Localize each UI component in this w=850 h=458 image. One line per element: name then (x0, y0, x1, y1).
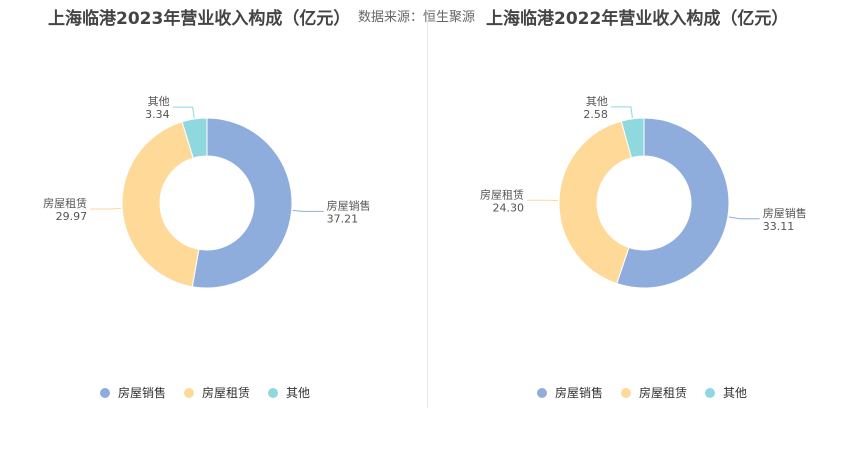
legend-label-sales: 房屋销售 (555, 386, 604, 400)
donut-slice-sales[interactable] (616, 117, 730, 289)
legend-2023: 房屋销售 房屋租赁 其他 (100, 384, 310, 401)
legend-marker-other (705, 387, 716, 398)
panel-divider (427, 20, 428, 408)
chart-title-2023: 上海临港2023年营业收入构成（亿元） (48, 9, 351, 29)
legend-item-rental[interactable]: 房屋租赁 (621, 384, 687, 401)
donut-slice-other[interactable] (620, 117, 645, 159)
donut-slice-rental[interactable] (558, 120, 633, 285)
slice-label-other: 其他 (148, 95, 170, 108)
legend-item-sales[interactable]: 房屋销售 (537, 384, 603, 401)
legend-marker-rental (184, 387, 195, 398)
leader-line-other (172, 106, 195, 119)
legend-marker-sales (537, 387, 547, 398)
slice-label-rental: 房屋租赁 (43, 196, 87, 210)
leader-line-sales (728, 216, 760, 220)
legend-label-other: 其他 (286, 386, 311, 400)
donut-slice-sales[interactable] (191, 117, 293, 289)
slice-value-other: 2.58 (583, 108, 608, 121)
legend-item-rental[interactable]: 房屋租赁 (184, 384, 250, 401)
legend-marker-rental (621, 387, 632, 398)
legend-2022: 房屋销售 房屋租赁 其他 (537, 384, 747, 401)
slice-value-rental: 29.97 (56, 210, 88, 223)
legend-item-other[interactable]: 其他 (268, 384, 310, 401)
legend-marker-other (268, 387, 279, 398)
legend-label-other: 其他 (723, 386, 748, 400)
slice-label-sales: 房屋销售 (763, 206, 807, 220)
slice-value-sales: 33.11 (763, 220, 795, 233)
legend-item-sales[interactable]: 房屋销售 (100, 384, 166, 401)
donut-slice-rental[interactable] (121, 121, 200, 288)
legend-item-other[interactable]: 其他 (705, 384, 747, 401)
data-source-note: 数据来源：恒生聚源 (358, 10, 476, 25)
leader-line-other (610, 106, 633, 118)
donut-slice-other[interactable] (181, 117, 208, 159)
leader-line-sales (292, 209, 324, 212)
legend-marker-sales (100, 387, 110, 398)
slice-value-sales: 37.21 (327, 212, 359, 225)
legend-label-rental: 房屋租赁 (639, 386, 688, 400)
slice-label-other: 其他 (586, 95, 608, 108)
slice-value-other: 3.34 (145, 108, 170, 121)
chart-title-2022: 上海临港2022年营业收入构成（亿元） (486, 9, 789, 29)
legend-label-sales: 房屋销售 (118, 386, 167, 400)
leader-line-rental (90, 207, 122, 210)
slice-value-rental: 24.30 (493, 201, 525, 214)
slice-label-sales: 房屋销售 (327, 198, 371, 212)
legend-label-rental: 房屋租赁 (202, 386, 251, 400)
slice-label-rental: 房屋租赁 (480, 187, 524, 201)
